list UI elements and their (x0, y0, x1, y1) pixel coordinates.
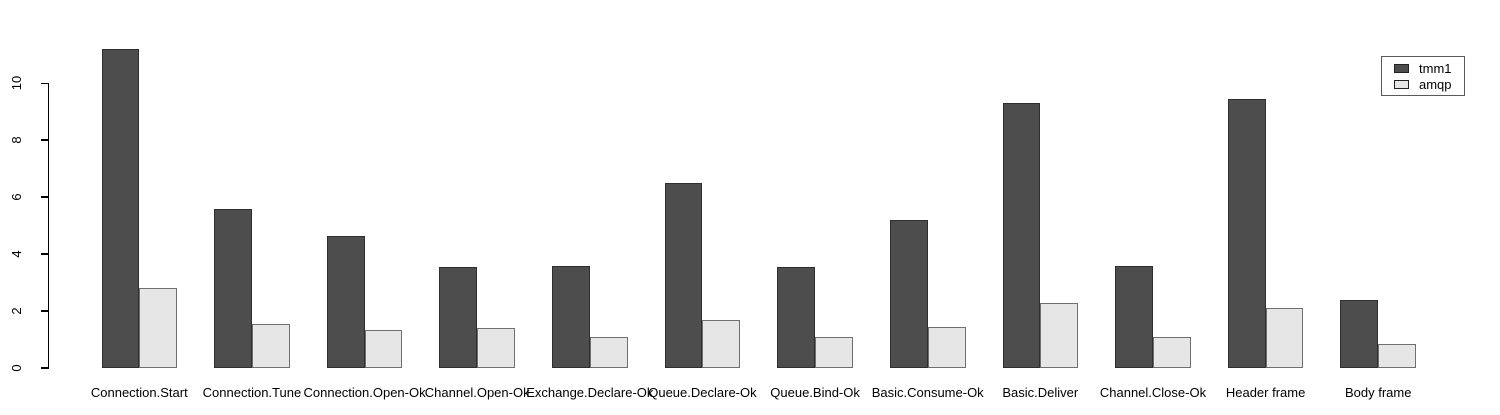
bar-amqp-2 (364, 329, 403, 368)
bar-tmm1-11 (1340, 299, 1379, 368)
x-label-2: Connection.Open-Ok (303, 385, 426, 400)
bar-amqp-10 (1265, 308, 1304, 368)
bar-tmm1-8 (1002, 103, 1041, 368)
legend-label-amqp: amqp (1419, 76, 1452, 92)
bar-tmm1-0 (101, 49, 140, 368)
bar-amqp-11 (1378, 343, 1417, 368)
x-label-9: Channel.Close-Ok (1099, 385, 1207, 400)
legend: tmm1 amqp (1381, 56, 1465, 96)
y-tick-mark (40, 139, 48, 141)
x-label-0: Connection.Start (90, 385, 188, 400)
x-label-11: Body frame (1344, 385, 1412, 400)
y-tick-label: 10 (8, 76, 24, 91)
bar-amqp-6 (815, 336, 853, 368)
bar-amqp-9 (1152, 336, 1191, 368)
legend-swatch-tmm1 (1394, 63, 1409, 73)
y-tick-mark (40, 82, 48, 85)
bar-amqp-0 (139, 288, 178, 368)
bar-amqp-7 (927, 326, 966, 368)
y-tick-mark (40, 196, 48, 198)
y-tick-label: 6 (8, 193, 24, 201)
bar-amqp-3 (477, 328, 515, 368)
bar-tmm1-5 (664, 182, 703, 368)
x-label-7: Basic.Consume-Ok (871, 385, 984, 400)
x-label-10: Header frame (1225, 385, 1306, 400)
x-label-1: Connection.Tune (202, 385, 302, 400)
y-tick-label: 2 (8, 307, 24, 315)
bar-tmm1-7 (889, 219, 928, 368)
y-tick-mark (40, 253, 48, 255)
bar-amqp-5 (702, 319, 741, 368)
legend-swatch-amqp (1394, 79, 1409, 89)
bar-tmm1-2 (326, 235, 365, 368)
bar-amqp-1 (251, 323, 290, 368)
x-label-5: Queue.Declare-Ok (648, 385, 757, 400)
legend-item-tmm1: tmm1 (1394, 62, 1464, 75)
bar-amqp-4 (589, 336, 628, 368)
y-tick-label: 0 (8, 364, 24, 372)
y-tick-label: 4 (8, 250, 24, 258)
bar-tmm1-6 (777, 266, 816, 368)
legend-label-tmm1: tmm1 (1419, 60, 1452, 76)
bar-tmm1-10 (1227, 98, 1266, 368)
y-tick-label: 8 (8, 136, 24, 144)
bar-tmm1-1 (214, 208, 252, 368)
bar-tmm1-4 (552, 265, 590, 368)
x-label-3: Channel.Open-Ok (424, 385, 530, 400)
x-label-8: Basic.Deliver (1002, 385, 1079, 400)
y-tick-mark (40, 367, 48, 369)
bar-amqp-8 (1040, 302, 1079, 368)
x-label-6: Queue.Bind-Ok (770, 385, 860, 400)
y-axis-line (47, 83, 49, 370)
x-label-4: Exchange.Declare-Ok (526, 385, 654, 400)
y-tick-mark (40, 310, 48, 312)
bar-tmm1-9 (1115, 265, 1153, 368)
bar-tmm1-3 (439, 266, 478, 368)
legend-item-amqp: amqp (1394, 78, 1464, 91)
